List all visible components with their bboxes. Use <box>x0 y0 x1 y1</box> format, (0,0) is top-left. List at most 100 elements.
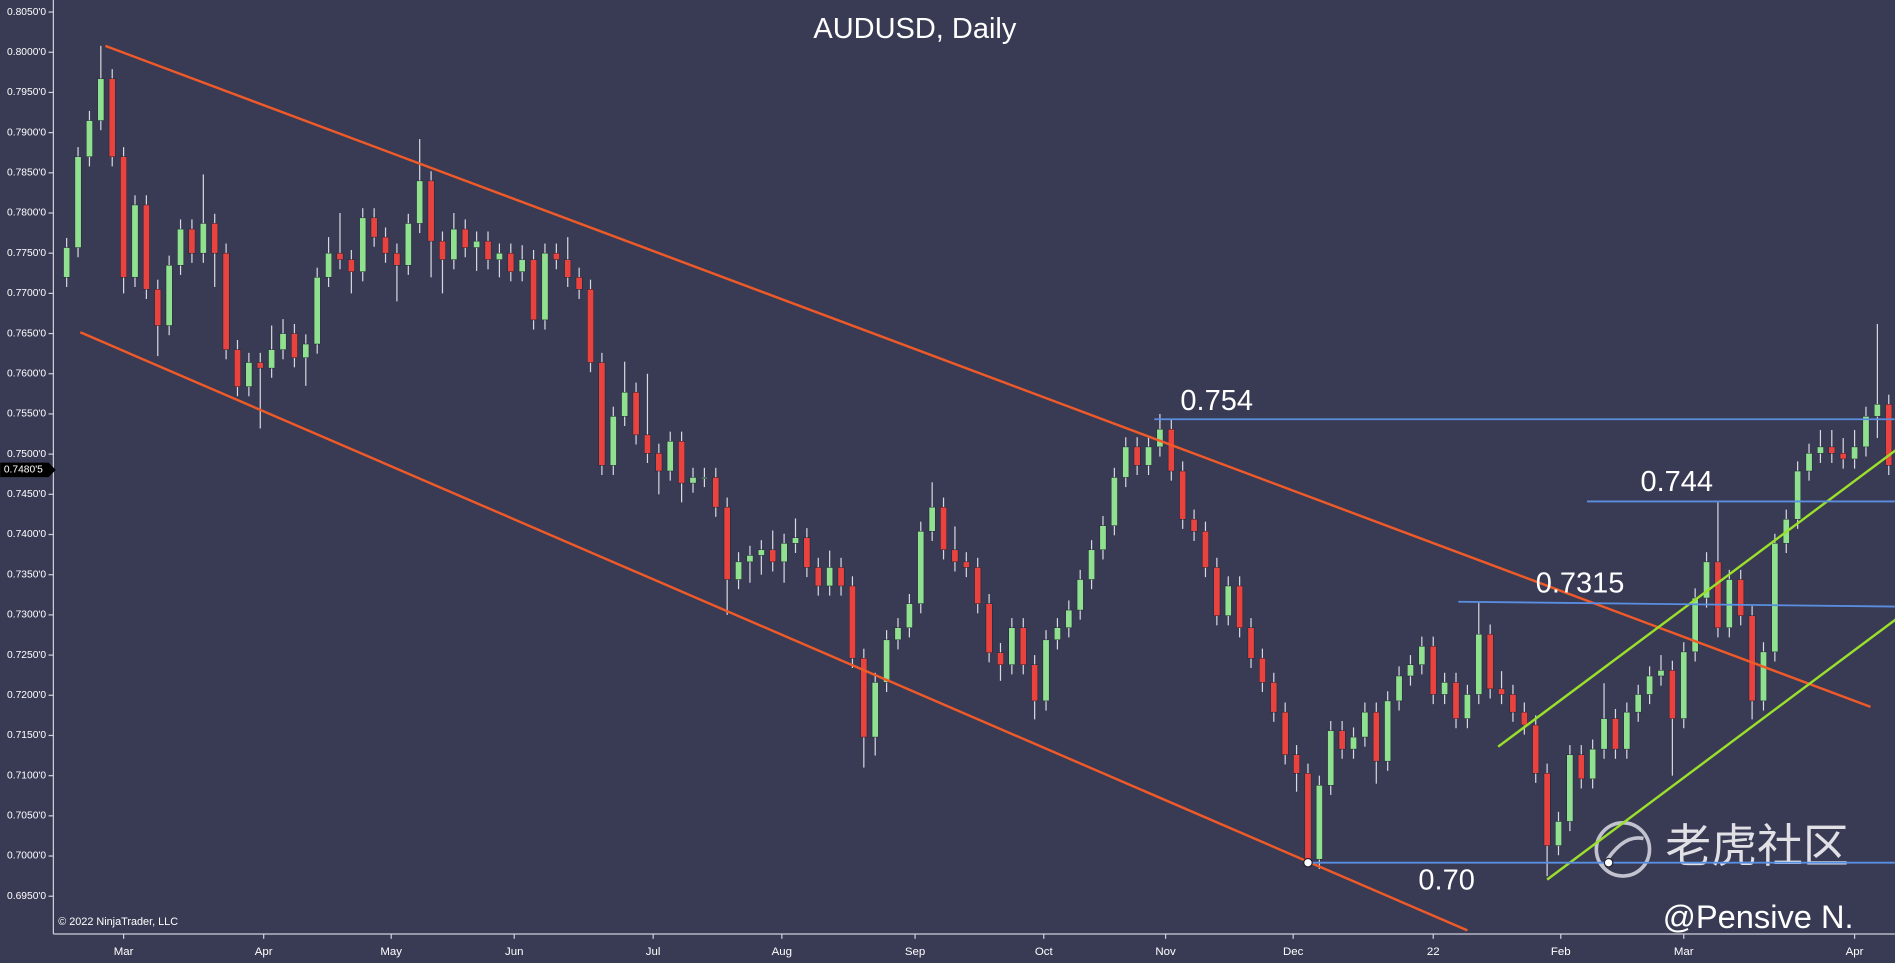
candle-body <box>142 204 150 290</box>
candle-body <box>1612 718 1619 750</box>
candle-body <box>268 349 276 369</box>
x-tick-label: Jun <box>505 946 524 958</box>
x-tick-label: Mar <box>114 946 134 958</box>
candle-body <box>1407 664 1414 677</box>
x-tick-label: Jul <box>646 946 661 958</box>
y-tick-label: 0.7150'0 <box>7 730 46 741</box>
candle-body <box>575 277 583 290</box>
candle-body <box>1338 730 1346 750</box>
candle-body <box>199 223 207 254</box>
y-tick-label: 0.7000'0 <box>7 851 46 862</box>
y-tick-label: 0.7300'0 <box>7 610 46 621</box>
candle-body <box>120 156 127 278</box>
candle-body <box>883 639 890 683</box>
candle-body <box>1634 694 1642 713</box>
channel-line <box>79 331 1468 932</box>
candle-body <box>1076 579 1084 611</box>
y-tick-label: 0.7550'0 <box>7 409 46 420</box>
candle-body <box>1110 477 1118 526</box>
candle-body <box>1851 446 1858 460</box>
candle-body <box>1452 682 1460 719</box>
x-tick-label: Nov <box>1155 946 1176 958</box>
candle-body <box>256 362 264 369</box>
candle-body <box>1236 585 1244 628</box>
candle-body <box>1623 711 1631 750</box>
candle-body <box>905 603 913 628</box>
x-tick-label: Apr <box>255 946 273 958</box>
candle-body <box>871 682 879 738</box>
y-tick-label: 0.7350'0 <box>7 569 46 580</box>
level-label: 0.754 <box>1180 385 1253 417</box>
candle-body <box>1839 453 1847 460</box>
candle-body <box>1315 785 1323 860</box>
y-tick-label: 0.7650'0 <box>7 328 46 339</box>
candle-body <box>1498 688 1505 695</box>
candle-body <box>1794 470 1802 520</box>
candle-body <box>1680 651 1688 719</box>
candle-body <box>1714 561 1722 628</box>
candle-body <box>530 259 537 321</box>
candle-body <box>678 441 686 484</box>
y-tick-label: 0.7700'0 <box>7 288 46 299</box>
candle-body <box>325 252 332 278</box>
candle-body <box>108 78 116 157</box>
candle-body <box>507 252 515 272</box>
candle-body <box>382 236 389 254</box>
candle-body <box>518 259 526 272</box>
y-tick-label: 0.7100'0 <box>7 770 46 781</box>
candle-body <box>917 531 925 604</box>
candle-body <box>1088 549 1095 580</box>
y-tick-label: 0.7950'0 <box>7 87 46 98</box>
candle-body <box>962 561 970 568</box>
candle-body <box>1429 646 1437 695</box>
candle-body <box>1885 404 1893 466</box>
candle-body <box>564 259 572 278</box>
level-label: 0.70 <box>1418 865 1474 897</box>
candle-body <box>427 180 435 242</box>
x-tick-label: Apr <box>1846 946 1864 958</box>
candle-body <box>1873 404 1881 417</box>
candle-body <box>1441 682 1449 695</box>
trend-line <box>1497 449 1895 748</box>
candle-body <box>1031 664 1039 702</box>
last-price-label: 0.7480'5 <box>4 465 43 476</box>
candle-body <box>757 549 765 556</box>
candle-body <box>177 228 184 266</box>
candle-body <box>769 549 777 563</box>
candle-body <box>1327 730 1335 786</box>
candle-body <box>313 277 321 345</box>
y-tick-label: 0.8000'0 <box>7 47 46 58</box>
candle-body <box>894 627 902 641</box>
candle-body <box>1737 579 1745 616</box>
candles <box>63 45 1893 877</box>
candle-body <box>985 603 993 653</box>
candle-body <box>1589 748 1597 780</box>
y-tick-label: 0.7900'0 <box>7 127 46 138</box>
candle-body <box>1486 633 1494 690</box>
candle-body <box>632 392 640 436</box>
candle-body <box>541 252 549 321</box>
anchor-point <box>1303 857 1313 868</box>
candle-body <box>609 416 617 466</box>
level-label: 0.744 <box>1640 466 1713 498</box>
candle-body <box>359 217 367 272</box>
candle-body <box>1304 773 1312 860</box>
candle-body <box>951 549 959 563</box>
candle-body <box>1099 525 1107 551</box>
last-price-marker <box>0 462 56 478</box>
candle-body <box>1464 694 1471 719</box>
candle-body <box>644 434 651 454</box>
candle-body <box>347 259 355 272</box>
candle-body <box>701 477 708 479</box>
candle-body <box>621 392 629 417</box>
y-tick-label: 0.7250'0 <box>7 650 46 661</box>
candle-body <box>484 240 492 260</box>
candle-body <box>245 362 253 387</box>
candle-body <box>712 477 720 508</box>
candle-body <box>723 506 731 580</box>
candle-body <box>473 240 481 248</box>
candle-body <box>291 333 298 358</box>
candle-body <box>222 252 230 350</box>
candle-body <box>188 228 196 254</box>
